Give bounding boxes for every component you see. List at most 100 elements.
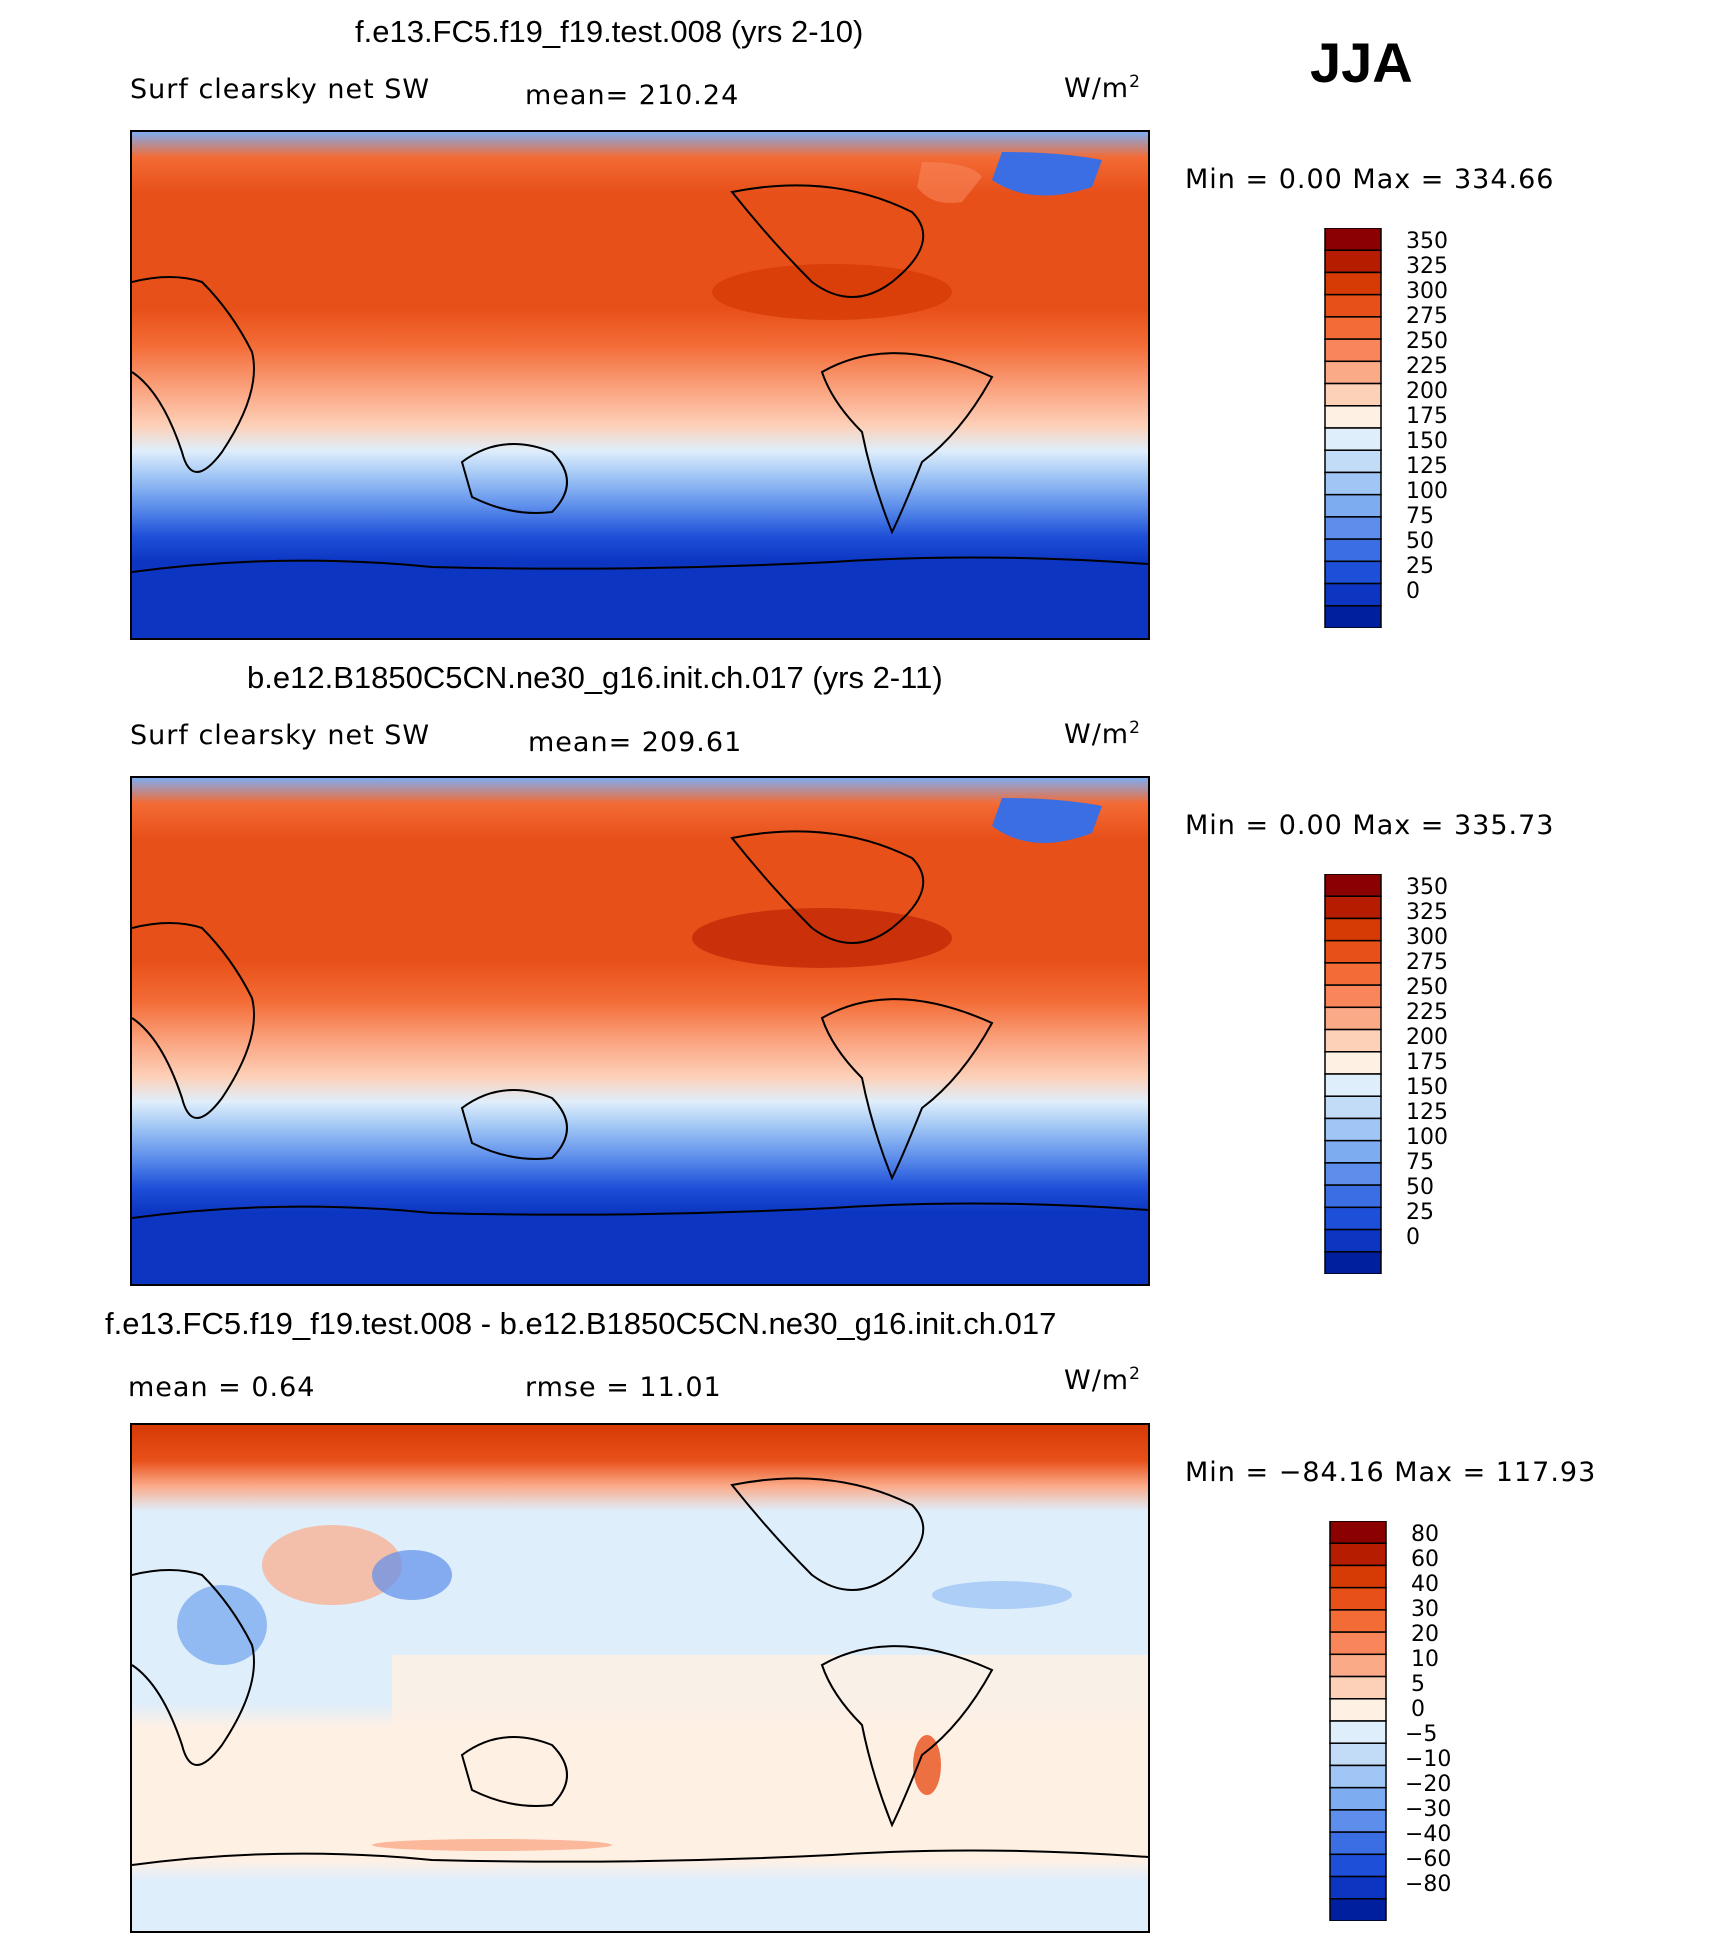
panel-2-colorbar-swatches (1324, 873, 1382, 1275)
colorbar-tick-label: 100 (1406, 1125, 1448, 1150)
colorbar-swatch (1324, 1206, 1382, 1231)
colorbar-tick-label: 150 (1406, 429, 1448, 454)
colorbar-swatch (1324, 382, 1382, 407)
panel-1-minmax: Min = 0.00 Max = 334.66 (1185, 164, 1555, 195)
colorbar-tick-label: 0 (1406, 579, 1420, 604)
colorbar-tick-label: 350 (1406, 229, 1448, 254)
colorbar-tick-label: −5 (1405, 1722, 1438, 1747)
colorbar-swatch (1329, 1764, 1387, 1789)
colorbar-tick-label: 125 (1406, 1100, 1448, 1125)
colorbar-tick-label: 350 (1406, 875, 1448, 900)
colorbar-tick-label: 325 (1406, 900, 1448, 925)
colorbar-swatch (1329, 1809, 1387, 1833)
colorbar-swatch (1324, 1006, 1382, 1031)
colorbar-tick-label: 20 (1411, 1622, 1439, 1647)
colorbar-swatch (1324, 1028, 1382, 1053)
panel-1-mean-label: mean= 210.24 (525, 80, 740, 111)
colorbar-swatch (1324, 360, 1382, 385)
colorbar-tick-label: 80 (1411, 1522, 1439, 1547)
colorbar-tick-label: 50 (1406, 529, 1434, 554)
colorbar-tick-label: 225 (1406, 354, 1448, 379)
colorbar-swatch (1324, 493, 1382, 518)
colorbar-tick-label: −10 (1405, 1747, 1452, 1772)
colorbar-swatch (1329, 1609, 1387, 1633)
colorbar-swatch (1324, 516, 1382, 540)
colorbar-tick-label: 50 (1406, 1175, 1434, 1200)
colorbar-tick-label: 5 (1411, 1672, 1425, 1697)
panel-1-colorbar (1323, 227, 1383, 629)
colorbar-swatch (1324, 1162, 1382, 1186)
colorbar-swatch (1329, 1675, 1387, 1700)
colorbar-tick-label: −30 (1405, 1797, 1452, 1822)
season-label: JJA (1310, 31, 1413, 94)
colorbar-swatch (1324, 917, 1382, 942)
colorbar-swatch (1324, 984, 1382, 1009)
colorbar-tick-label: 200 (1406, 379, 1448, 404)
panel-2-title: b.e12.B1850C5CN.ne30_g16.init.ch.017 (yr… (247, 660, 943, 695)
panel-3-colorbar-labels: 80 60 40 30 20 10 5 0 −5 −10 −20 −30 −40 −60 −80 (1405, 1522, 1495, 1915)
panel-2-units: W/m2 (1064, 718, 1141, 750)
colorbar-swatch (1329, 1875, 1387, 1900)
colorbar-swatch (1324, 1251, 1382, 1275)
colorbar-swatch (1329, 1898, 1387, 1922)
panel-3-mean-label: mean = 0.64 (128, 1372, 316, 1403)
colorbar-swatch (1324, 405, 1382, 429)
colorbar-swatch (1324, 605, 1382, 629)
colorbar-tick-label: 40 (1411, 1572, 1439, 1597)
colorbar-swatch (1329, 1831, 1387, 1856)
colorbar-tick-label: 75 (1406, 1150, 1434, 1175)
colorbar-swatch (1329, 1542, 1387, 1567)
panel-3-map-plot (132, 1425, 1148, 1931)
colorbar-tick-label: 300 (1406, 279, 1448, 304)
colorbar-swatch (1324, 560, 1382, 585)
panel-3-minmax: Min = −84.16 Max = 117.93 (1185, 1457, 1597, 1488)
colorbar-swatch (1324, 582, 1382, 607)
colorbar-tick-label: −80 (1405, 1872, 1452, 1897)
colorbar-swatch (1329, 1720, 1387, 1744)
colorbar-swatch (1324, 449, 1382, 474)
colorbar-swatch (1324, 939, 1382, 964)
colorbar-tick-label: 200 (1406, 1025, 1448, 1050)
colorbar-swatch (1329, 1698, 1387, 1722)
panel-1-colorbar-swatches (1324, 227, 1382, 629)
colorbar-tick-label: 250 (1406, 975, 1448, 1000)
panel-3-colorbar-swatches (1329, 1520, 1387, 1922)
colorbar-swatch (1324, 1073, 1382, 1097)
colorbar-swatch (1324, 316, 1382, 340)
panel-3-map (130, 1423, 1150, 1933)
colorbar-swatch (1324, 895, 1382, 920)
colorbar-swatch (1324, 1095, 1382, 1120)
colorbar-tick-label: 175 (1406, 404, 1448, 429)
colorbar-tick-label: 60 (1411, 1547, 1439, 1572)
colorbar-swatch (1324, 338, 1382, 363)
colorbar-swatch (1324, 1139, 1382, 1164)
panel-1-map (130, 130, 1150, 640)
panel-1-title: f.e13.FC5.f19_f19.test.008 (yrs 2-10) (355, 14, 864, 49)
colorbar-swatch (1329, 1520, 1387, 1544)
colorbar-tick-label: 125 (1406, 454, 1448, 479)
panel-2-minmax: Min = 0.00 Max = 335.73 (1185, 810, 1555, 841)
colorbar-tick-label: 10 (1411, 1647, 1439, 1672)
colorbar-tick-label: 0 (1411, 1697, 1425, 1722)
colorbar-tick-label: 150 (1406, 1075, 1448, 1100)
panel-1-colorbar-labels: 350 325 300 275 250 225 200 175 150 125 100 75 50 25 0 (1400, 229, 1490, 622)
panel-2-colorbar-labels: 350 325 300 275 250 225 200 175 150 125 100 75 50 25 0 (1400, 875, 1490, 1268)
colorbar-swatch (1329, 1853, 1387, 1878)
colorbar-tick-label: 30 (1411, 1597, 1439, 1622)
colorbar-tick-label: 325 (1406, 254, 1448, 279)
colorbar-tick-label: 75 (1406, 504, 1434, 529)
colorbar-swatch (1324, 271, 1382, 296)
colorbar-swatch (1329, 1742, 1387, 1767)
colorbar-tick-label: 0 (1406, 1225, 1420, 1250)
colorbar-swatch (1329, 1586, 1387, 1611)
panel-2-mean-label: mean= 209.61 (528, 727, 743, 758)
colorbar-tick-label: 225 (1406, 1000, 1448, 1025)
panel-1-variable-label: Surf clearsky net SW (130, 74, 431, 105)
colorbar-tick-label: 275 (1406, 304, 1448, 329)
colorbar-tick-label: 275 (1406, 950, 1448, 975)
colorbar-tick-label: 100 (1406, 479, 1448, 504)
colorbar-swatch (1324, 249, 1382, 274)
colorbar-swatch (1329, 1786, 1387, 1811)
colorbar-tick-label: −60 (1405, 1847, 1452, 1872)
colorbar-tick-label: −40 (1405, 1822, 1452, 1847)
